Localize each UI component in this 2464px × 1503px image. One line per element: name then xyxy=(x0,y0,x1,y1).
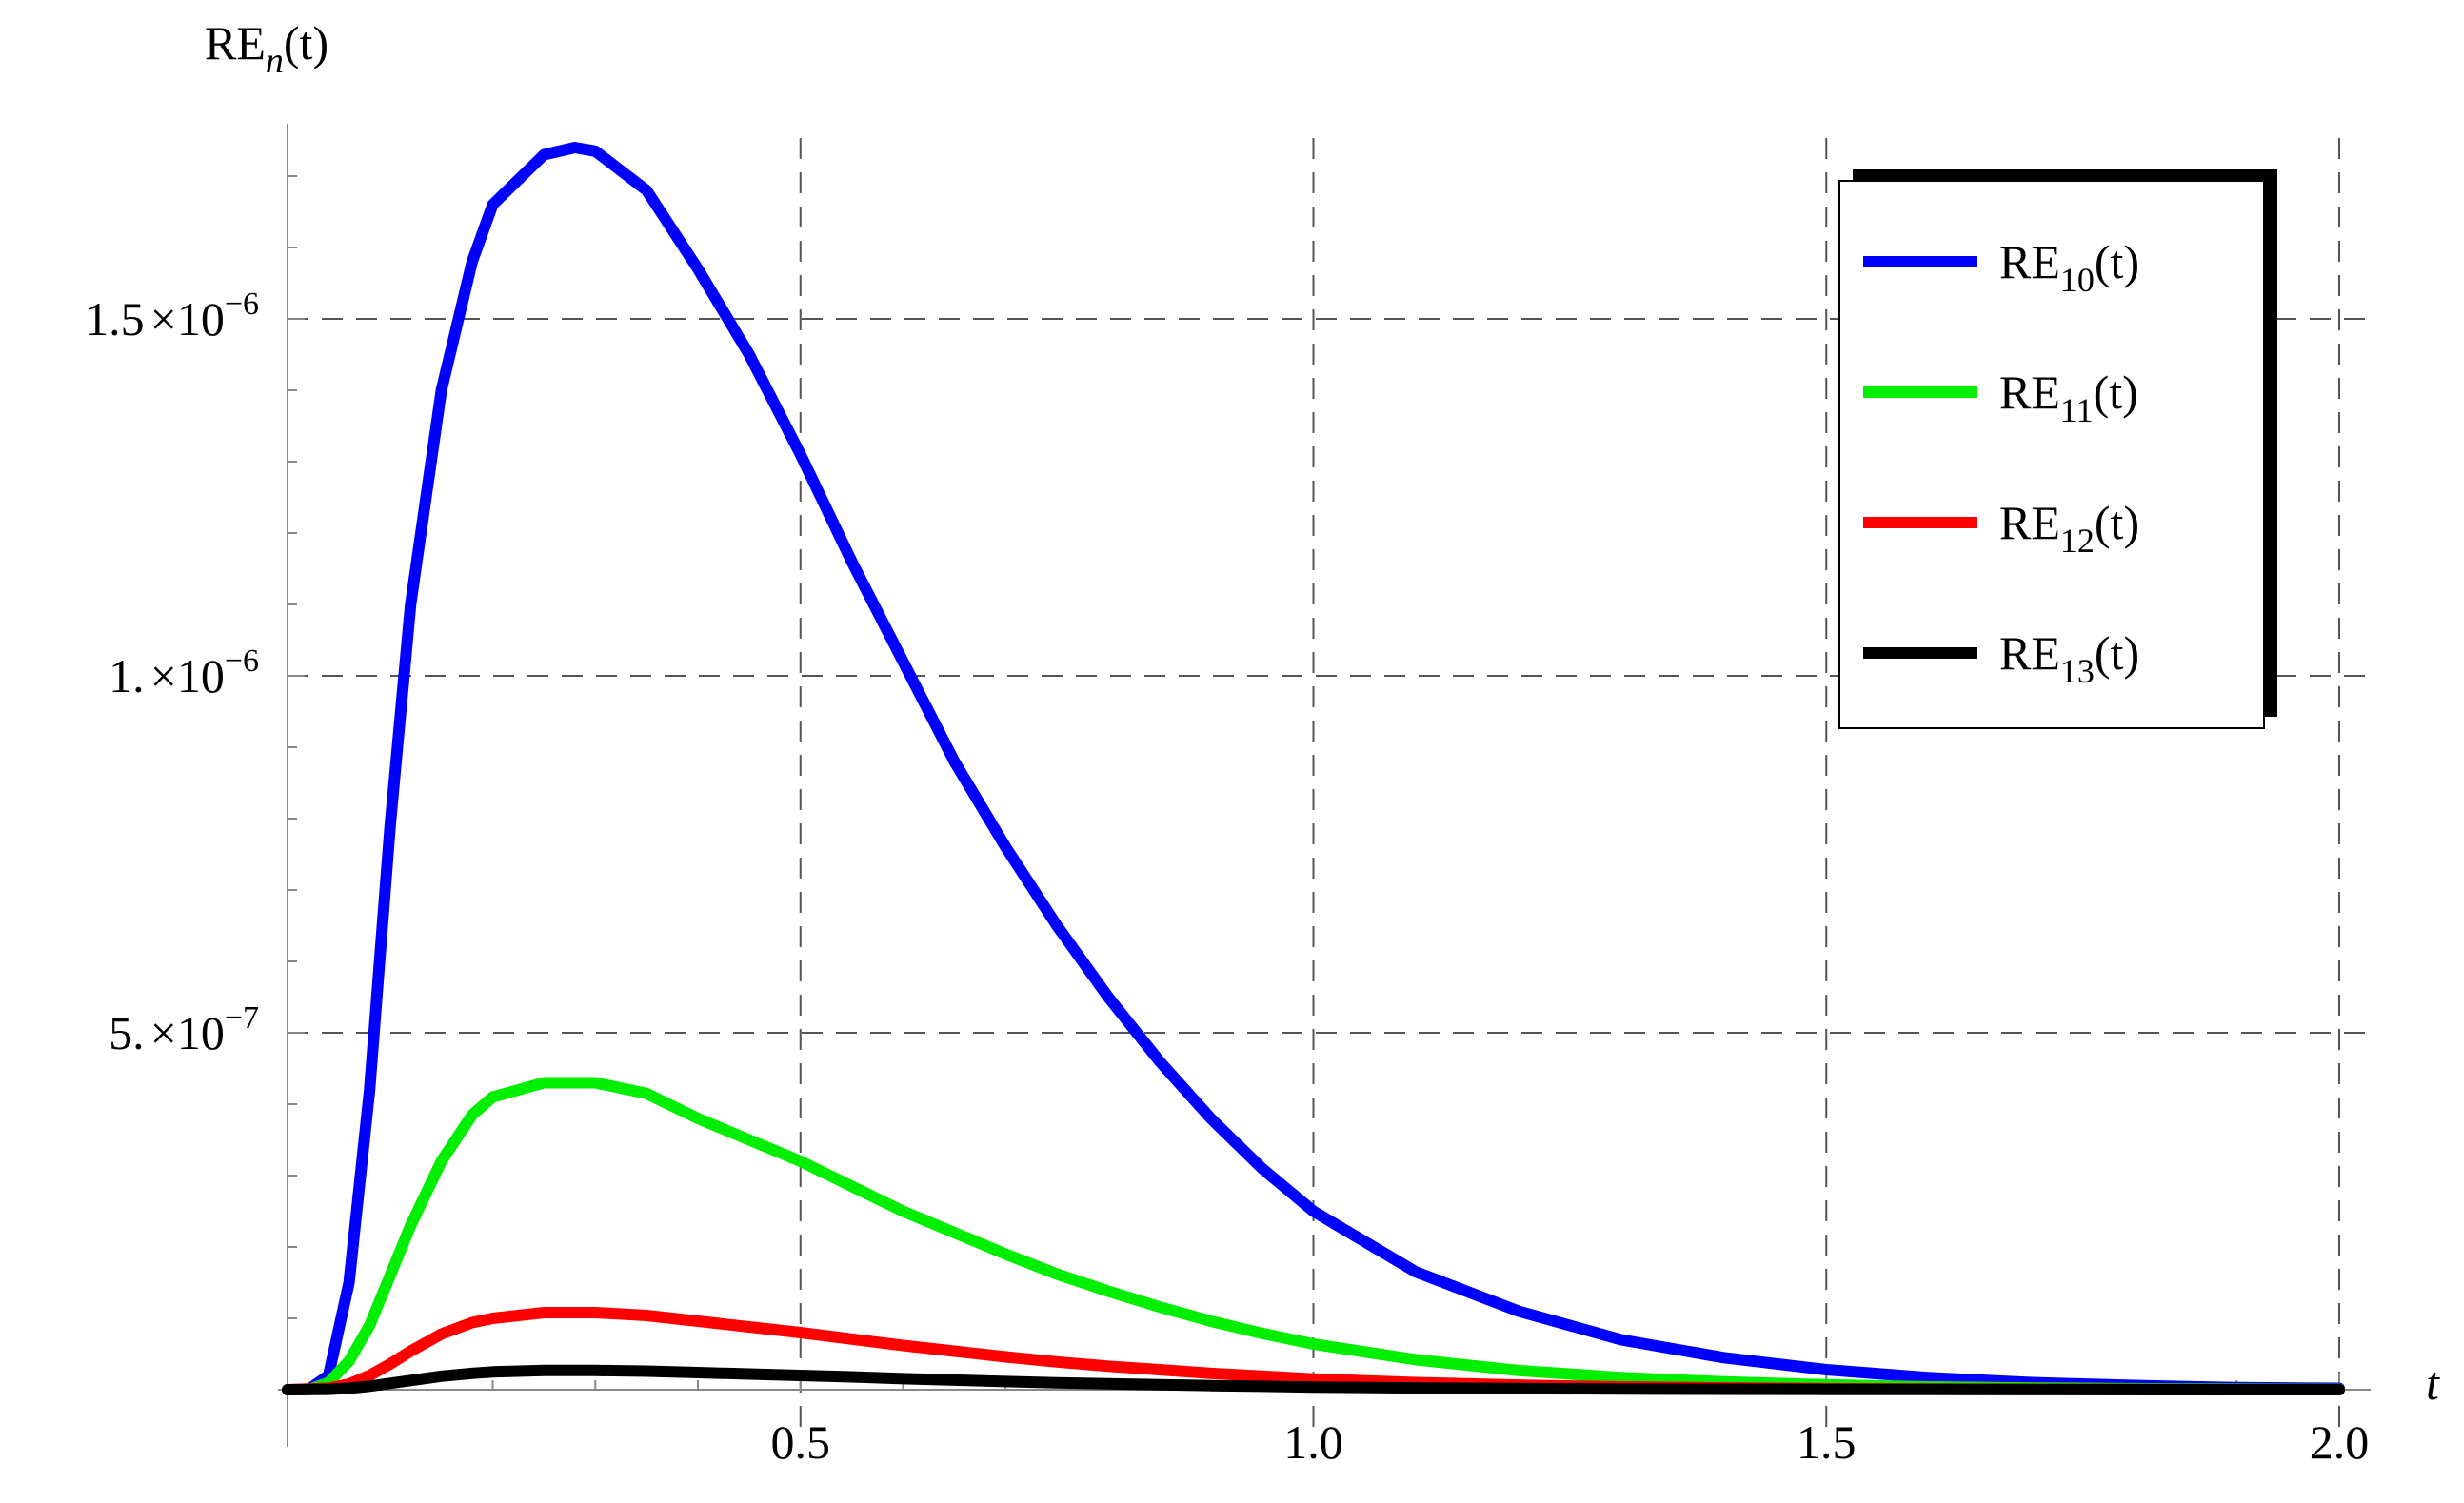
y-axis-title: REn(t) xyxy=(205,16,328,81)
axes: 0.5 1.0 1.5 2.0 5. ×10−7 1. ×10−6 1.5 ×10−6 t REn(t… xyxy=(85,16,2440,1469)
y-tick-label: 1.5 ×10−6 xyxy=(85,287,259,346)
series-lines xyxy=(282,142,2345,1395)
legend: RE10(t) RE11(t) RE12(t) RE13(t) xyxy=(1838,169,2277,729)
legend-label-13: RE13(t) xyxy=(1999,626,2139,690)
series-line-10 xyxy=(282,142,2345,1395)
grid xyxy=(288,138,2371,1437)
x-tick-label: 2.0 xyxy=(2310,1415,2370,1469)
x-tick-label: 1.0 xyxy=(1283,1415,1343,1469)
legend-box xyxy=(1838,180,2265,729)
series-line-13 xyxy=(282,1364,2345,1395)
y-tick-label: 1. ×10−6 xyxy=(109,643,259,702)
legend-label-11: RE11(t) xyxy=(1999,366,2138,429)
x-axis-title: t xyxy=(2426,1356,2440,1410)
x-tick-label: 1.5 xyxy=(1797,1415,1857,1469)
x-tick-label: 0.5 xyxy=(771,1415,831,1469)
y-tick-label: 5. ×10−7 xyxy=(109,1000,259,1059)
legend-label-10: RE10(t) xyxy=(1999,235,2139,299)
legend-label-12: RE12(t) xyxy=(1999,496,2139,560)
